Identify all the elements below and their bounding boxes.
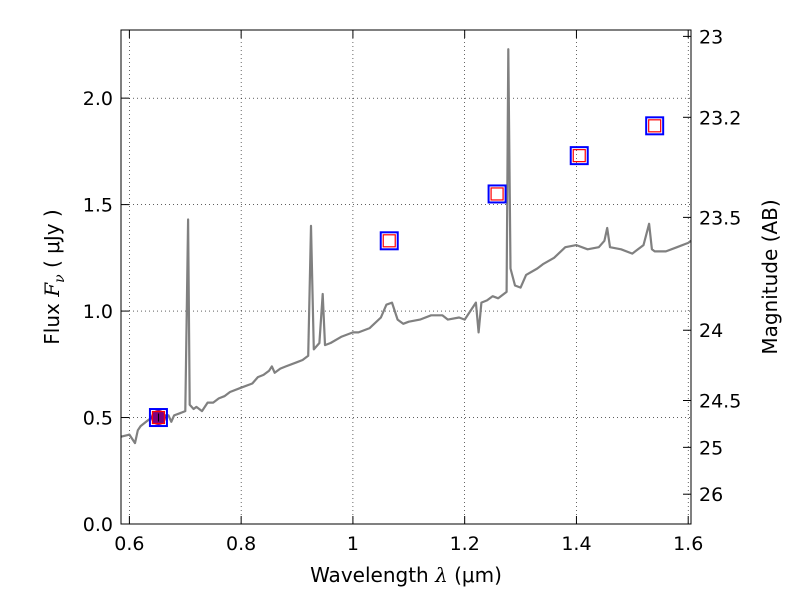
x-tick-label: 1 — [347, 533, 359, 555]
error-bar-label: I — [157, 412, 160, 425]
x-axis-title: Wavelength λ (μm) — [310, 563, 502, 587]
y-tick-label: 0.5 — [83, 408, 113, 430]
spectrum-line — [120, 48, 692, 445]
photometry-box-blue — [645, 116, 665, 136]
x-tick-label: 0.6 — [114, 533, 144, 555]
photometry-box-blue — [569, 146, 589, 166]
photometry-box-blue — [148, 408, 168, 428]
observed-photometry-point — [150, 410, 166, 426]
y-tick-label: 1.0 — [83, 301, 113, 323]
y2-tick-label: 24 — [699, 320, 723, 342]
y-axis-title: Flux Fν ( μJy ) — [40, 209, 68, 344]
y-tick-label: 2.0 — [83, 88, 113, 110]
y2-tick-label: 23.5 — [699, 207, 741, 229]
model-photometry-box-red — [648, 119, 662, 133]
ticks: 0.6 0.8 1 1.2 1.4 1.6 0.0 0.5 1.0 1.5 2.0 23 23.2 23.… — [83, 26, 742, 555]
y-tick-label: 1.5 — [83, 195, 113, 217]
x-tick-label: 0.8 — [226, 533, 256, 555]
x-tick-label: 1.2 — [450, 533, 480, 555]
y2-axis-title: Magnitude (AB) — [758, 199, 782, 354]
photometry-box-blue — [379, 231, 399, 251]
y2-tick-label: 24.5 — [699, 391, 741, 413]
plot-area: I — [120, 48, 692, 445]
y2-tick-label: 23 — [699, 26, 723, 48]
x-tick-label: 1.4 — [561, 533, 591, 555]
model-photometry-box-red — [151, 410, 166, 425]
model-photometry-box-red — [382, 234, 396, 248]
model-photometry-box-red — [572, 149, 586, 163]
y2-tick-label: 26 — [699, 484, 723, 506]
model-photometry-box-red — [490, 187, 504, 201]
grid — [121, 30, 691, 525]
plot-frame — [120, 29, 692, 525]
y2-tick-label: 25 — [699, 437, 723, 459]
photometry-box-blue — [487, 184, 507, 204]
y2-tick-label: 23.2 — [699, 107, 741, 129]
x-tick-label: 1.6 — [673, 533, 703, 555]
y-tick-label: 0.0 — [83, 514, 113, 536]
